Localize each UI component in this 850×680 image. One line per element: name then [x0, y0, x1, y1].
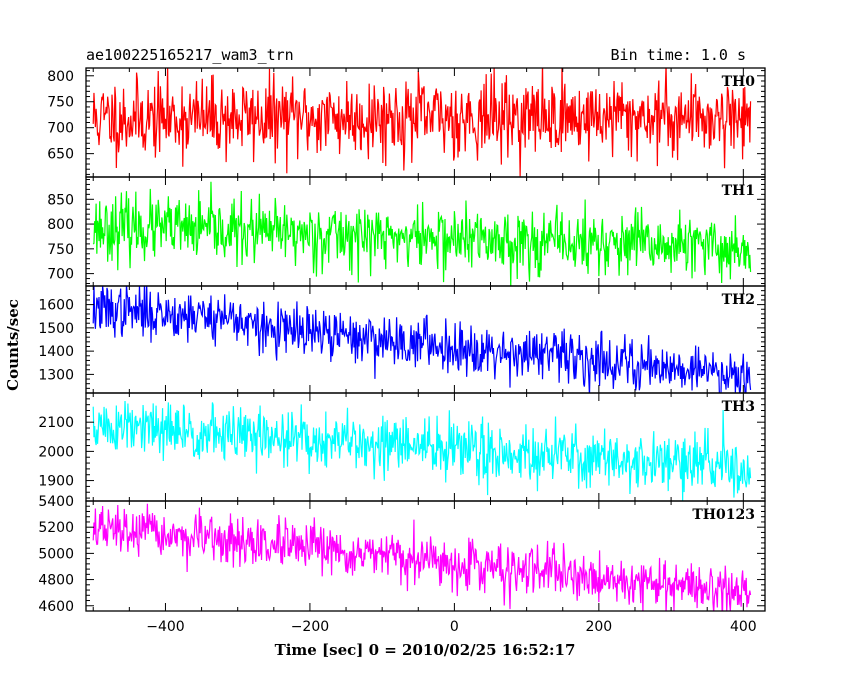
x-tick-label: 200	[585, 619, 612, 635]
y-tick-label: 800	[47, 217, 74, 233]
y-tick-label: 1400	[38, 344, 74, 360]
chart-subtitle: Bin time: 1.0 s	[611, 46, 746, 64]
y-tick-label: 1900	[38, 474, 74, 490]
y-tick-label: 4800	[38, 573, 74, 589]
y-tick-label: 1300	[38, 367, 74, 383]
series-line-th0	[92, 68, 752, 177]
panel-frame	[85, 500, 766, 612]
panel-th2: 1300 1400 1500 1600 TH2	[38, 285, 766, 394]
y-tick-label: 5000	[38, 546, 74, 562]
y-axis-label: Counts/sec	[4, 299, 22, 391]
chart-title: ae100225165217_wam3_trn	[86, 46, 294, 64]
series-line-th1	[92, 181, 752, 286]
panel-label: TH1	[722, 183, 755, 199]
y-tick-label: 4600	[38, 599, 74, 615]
y-tick-label: 700	[47, 121, 74, 137]
panel-th1: 700 750 800 850 TH1	[47, 176, 766, 287]
series-line-th3	[92, 400, 752, 501]
y-tick-label: 700	[47, 267, 74, 283]
y-tick-label: 1600	[38, 298, 74, 314]
y-tick-label: 650	[47, 147, 74, 163]
panel-th3: 1900 2000 2100 TH3	[38, 392, 766, 502]
y-tick-label: 800	[47, 69, 74, 85]
x-tick-label: −400	[146, 619, 184, 635]
y-tick-label: 2000	[38, 444, 74, 460]
x-axis: −400 −200 0 200 400	[146, 619, 756, 635]
x-axis-label: Time [sec] 0 = 2010/02/25 16:52:17	[275, 641, 576, 659]
x-tick-label: 400	[730, 619, 757, 635]
y-tick-label: 750	[47, 95, 74, 111]
panel-th0: 650 700 750 800 TH0	[47, 67, 766, 178]
x-tick-label: −200	[291, 619, 329, 635]
y-tick-label: 750	[47, 242, 74, 258]
y-tick-label: 2100	[38, 415, 74, 431]
y-tick-label: 5200	[38, 520, 74, 536]
y-tick-label: 1500	[38, 321, 74, 337]
series-line-th2	[92, 286, 752, 393]
panel-th0123: 4600 4800 5000 5200 5400 TH0123	[38, 494, 766, 615]
panel-label: TH2	[722, 292, 755, 308]
panel-label: TH0123	[692, 507, 755, 523]
x-tick-label: 0	[450, 619, 459, 635]
panel-label: TH0	[722, 74, 756, 90]
y-tick-label: 850	[47, 192, 74, 208]
panels-group: 650 700 750 800 TH0 700 750 800 850 TH1 1300 1400 15…	[38, 67, 766, 615]
panel-label: TH3	[722, 399, 755, 415]
y-tick-label: 5400	[38, 494, 74, 510]
series-line-th0123	[92, 503, 752, 611]
